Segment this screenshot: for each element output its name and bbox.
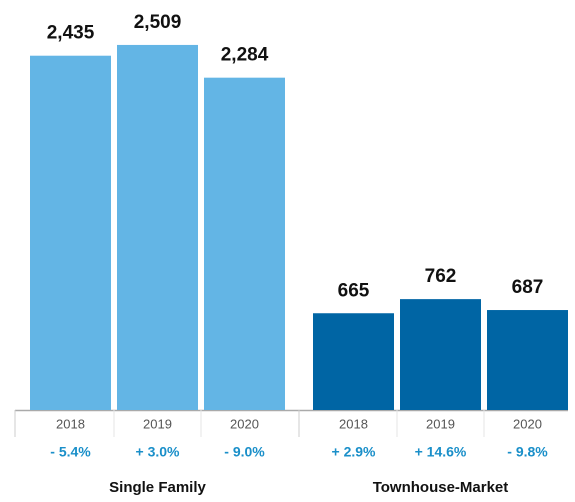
- group-label: Townhouse-Market: [373, 479, 509, 496]
- bar: [117, 44, 198, 411]
- value-label: 762: [425, 266, 457, 287]
- x-tick-label: 2018: [339, 416, 368, 431]
- change-label: + 3.0%: [136, 444, 181, 460]
- value-label: 687: [512, 277, 544, 298]
- x-tick-label: 2019: [426, 416, 455, 431]
- value-label: 2,509: [134, 12, 182, 33]
- bar: [204, 77, 285, 410]
- change-label: + 2.9%: [332, 444, 377, 460]
- bar: [400, 299, 481, 410]
- change-label: - 9.0%: [224, 444, 265, 460]
- value-label: 2,284: [221, 45, 269, 66]
- value-label: 665: [338, 280, 370, 301]
- group-label: Single Family: [109, 479, 206, 496]
- change-label: - 5.4%: [50, 444, 91, 460]
- x-tick-label: 2018: [56, 416, 85, 431]
- x-tick-label: 2020: [230, 416, 259, 431]
- bar: [30, 55, 111, 411]
- x-tick-label: 2019: [143, 416, 172, 431]
- change-label: - 9.8%: [507, 444, 548, 460]
- x-tick-label: 2020: [513, 416, 542, 431]
- bar: [487, 310, 568, 410]
- change-label: + 14.6%: [415, 444, 467, 460]
- bar: [313, 313, 394, 410]
- value-label: 2,435: [47, 23, 95, 44]
